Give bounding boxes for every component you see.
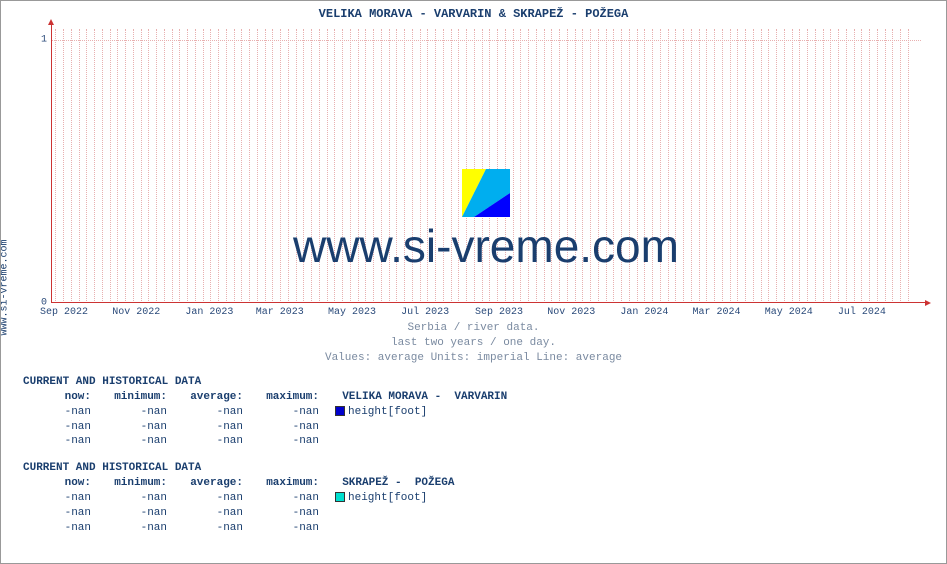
col-min: minimum: [91, 476, 167, 491]
col-avg: average: [167, 390, 243, 405]
watermark-logo [462, 169, 510, 217]
col-max: maximum: [243, 476, 319, 491]
chart-plot-area: www.si-vreme.com 01Sep 2022Nov 2022Jan 2… [51, 29, 921, 303]
series-swatch [335, 492, 345, 502]
val-now: -nan [23, 405, 91, 420]
val-avg: -nan [167, 521, 243, 536]
col-now: now: [23, 476, 91, 491]
val-avg: -nan [167, 506, 243, 521]
x-tick-label: Nov 2022 [112, 307, 160, 318]
val-max: -nan [243, 521, 319, 536]
col-max: maximum: [243, 390, 319, 405]
val-min: -nan [91, 506, 167, 521]
val-min: -nan [91, 405, 167, 420]
gridline-horizontal [51, 40, 921, 41]
val-max: -nan [243, 405, 319, 420]
val-max: -nan [243, 506, 319, 521]
x-tick-label: Jan 2024 [620, 307, 668, 318]
val-max: -nan [243, 434, 319, 449]
val-min: -nan [91, 521, 167, 536]
data-block-header: CURRENT AND HISTORICAL DATA [23, 375, 507, 390]
y-tick-label: 1 [41, 34, 47, 45]
data-block: CURRENT AND HISTORICAL DATAnow:minimum:a… [23, 461, 507, 535]
x-tick-label: May 2023 [328, 307, 376, 318]
data-block: CURRENT AND HISTORICAL DATAnow:minimum:a… [23, 375, 507, 449]
val-max: -nan [243, 491, 319, 506]
col-avg: average: [167, 476, 243, 491]
val-min: -nan [91, 491, 167, 506]
val-now: -nan [23, 420, 91, 435]
x-axis-line [51, 302, 927, 303]
col-now: now: [23, 390, 91, 405]
subtitle-line: Serbia / river data. [1, 321, 946, 336]
metric-cell: height[foot] [329, 491, 427, 506]
x-tick-label: Mar 2023 [256, 307, 304, 318]
x-tick-label: Mar 2024 [693, 307, 741, 318]
data-row: -nan-nan-nan-nan [23, 506, 507, 521]
x-tick-label: May 2024 [765, 307, 813, 318]
x-tick-label: Jan 2023 [185, 307, 233, 318]
data-block-header: CURRENT AND HISTORICAL DATA [23, 461, 507, 476]
val-now: -nan [23, 521, 91, 536]
val-min: -nan [91, 434, 167, 449]
watermark-text: www.si-vreme.com [51, 219, 921, 273]
val-avg: -nan [167, 405, 243, 420]
subtitle-line: last two years / one day. [1, 336, 946, 351]
val-now: -nan [23, 506, 91, 521]
x-tick-label: Sep 2023 [475, 307, 523, 318]
series-label: SKRAPEŽ - POŽEGA [329, 476, 454, 491]
x-tick-label: Sep 2022 [40, 307, 88, 318]
y-axis-arrow [48, 19, 54, 25]
val-avg: -nan [167, 434, 243, 449]
col-min: minimum: [91, 390, 167, 405]
metric-label: height[foot] [348, 406, 427, 418]
series-swatch [335, 406, 345, 416]
data-row: -nan-nan-nan-nan [23, 434, 507, 449]
val-avg: -nan [167, 491, 243, 506]
chart-subtitle: Serbia / river data.last two years / one… [1, 321, 946, 366]
val-avg: -nan [167, 420, 243, 435]
val-now: -nan [23, 491, 91, 506]
val-now: -nan [23, 434, 91, 449]
x-tick-label: Nov 2023 [547, 307, 595, 318]
data-row: -nan-nan-nan-nanheight[foot] [23, 405, 507, 420]
val-max: -nan [243, 420, 319, 435]
x-tick-label: Jul 2024 [838, 307, 886, 318]
chart-title: VELIKA MORAVA - VARVARIN & SKRAPEŽ - POŽ… [1, 1, 946, 21]
x-tick-label: Jul 2023 [401, 307, 449, 318]
data-row: -nan-nan-nan-nan [23, 521, 507, 536]
metric-label: height[foot] [348, 492, 427, 504]
data-columns-row: now:minimum:average:maximum: SKRAPEŽ - P… [23, 476, 507, 491]
series-label: VELIKA MORAVA - VARVARIN [329, 390, 507, 405]
subtitle-line: Values: average Units: imperial Line: av… [1, 351, 946, 366]
val-min: -nan [91, 420, 167, 435]
x-axis-arrow [925, 300, 931, 306]
data-tables: CURRENT AND HISTORICAL DATAnow:minimum:a… [23, 375, 507, 547]
data-row: -nan-nan-nan-nanheight[foot] [23, 491, 507, 506]
data-columns-row: now:minimum:average:maximum: VELIKA MORA… [23, 390, 507, 405]
data-row: -nan-nan-nan-nan [23, 420, 507, 435]
metric-cell: height[foot] [329, 405, 427, 420]
